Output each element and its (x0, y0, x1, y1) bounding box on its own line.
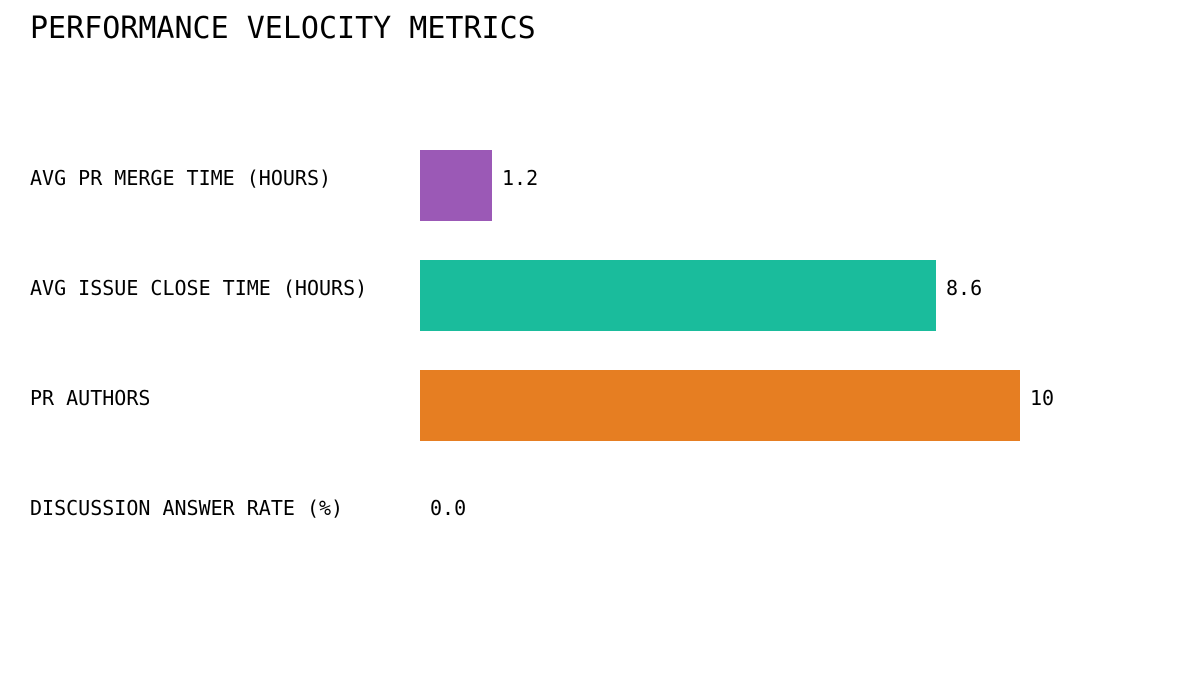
category-label: DISCUSSION ANSWER RATE (%) (30, 496, 344, 520)
value-label: 0.0 (430, 496, 467, 520)
bar (420, 150, 492, 221)
category-label: PR AUTHORS (30, 386, 151, 410)
value-label: 8.6 (946, 276, 983, 300)
value-label: 10 (1030, 386, 1055, 410)
chart-row: PR AUTHORS 10 (0, 370, 1200, 441)
category-label: AVG ISSUE CLOSE TIME (HOURS) (30, 276, 368, 300)
chart-title: PERFORMANCE VELOCITY METRICS (30, 11, 536, 46)
chart-row: AVG ISSUE CLOSE TIME (HOURS) 8.6 (0, 260, 1200, 331)
value-label: 1.2 (502, 166, 539, 190)
chart-row: DISCUSSION ANSWER RATE (%) 0.0 (0, 480, 1200, 551)
category-label: AVG PR MERGE TIME (HOURS) (30, 166, 332, 190)
bar (420, 260, 936, 331)
chart-row: AVG PR MERGE TIME (HOURS) 1.2 (0, 150, 1200, 221)
bar (420, 370, 1020, 441)
